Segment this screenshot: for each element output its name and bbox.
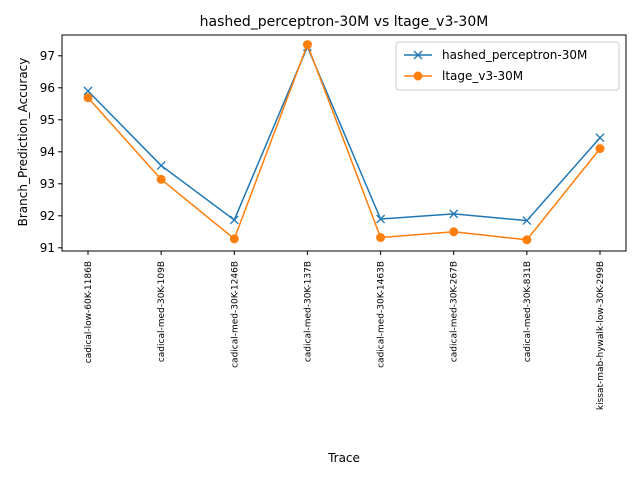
data-point bbox=[449, 227, 459, 237]
plot-area: 91 92 93 94 95 96 97 cadical-low-60K-1186B cadic… bbox=[40, 34, 627, 410]
x-axis-label: Trace bbox=[327, 451, 360, 465]
series-line bbox=[87, 42, 601, 241]
data-point bbox=[595, 144, 605, 154]
plot-frame bbox=[61, 34, 627, 252]
legend-entry: ltage_v3-30M bbox=[404, 69, 523, 83]
data-point bbox=[522, 235, 532, 245]
data-point bbox=[83, 93, 93, 103]
y-tick-label: 97 bbox=[40, 49, 55, 63]
data-point bbox=[83, 86, 93, 96]
x-tick-label: kissat-mab-hywalk-low-30K-299B bbox=[596, 261, 606, 410]
y-axis-label: Branch_Prediction_Accuracy bbox=[16, 58, 30, 227]
y-tick-label: 92 bbox=[40, 209, 55, 223]
x-tick-label: cadical-med-30K-831B bbox=[523, 261, 533, 362]
x-tick-label: cadical-med-30K-137B bbox=[303, 261, 313, 362]
data-point bbox=[229, 215, 239, 225]
y-tick-label: 94 bbox=[40, 145, 55, 159]
y-tick-label: 96 bbox=[40, 81, 55, 95]
series-line bbox=[87, 44, 601, 222]
legend-marker bbox=[413, 50, 423, 60]
y-tick-label: 91 bbox=[40, 241, 55, 255]
x-tick-label: cadical-med-30K-1246B bbox=[230, 261, 240, 368]
data-point bbox=[376, 214, 386, 224]
data-point bbox=[302, 40, 312, 50]
data-point bbox=[156, 161, 166, 171]
legend: hashed_perceptron-30M ltage_v3-30M bbox=[395, 41, 620, 91]
legend-entry: hashed_perceptron-30M bbox=[404, 48, 587, 62]
y-tick-label: 93 bbox=[40, 177, 55, 191]
legend-box bbox=[395, 41, 620, 91]
data-point bbox=[449, 209, 459, 219]
legend-label: ltage_v3-30M bbox=[442, 69, 523, 83]
data-point bbox=[229, 234, 239, 244]
x-tick-label: cadical-med-30K-1463B bbox=[377, 261, 387, 368]
data-point bbox=[376, 233, 386, 243]
legend-label: hashed_perceptron-30M bbox=[442, 48, 587, 62]
data-point bbox=[156, 174, 166, 184]
x-tick-label: cadical-med-30K-109B bbox=[157, 261, 167, 362]
data-point bbox=[595, 133, 605, 143]
x-tick-label: cadical-low-60K-1186B bbox=[84, 261, 94, 363]
y-tick-label: 95 bbox=[40, 113, 55, 127]
chart-title: hashed_perceptron-30M vs ltage_v3-30M bbox=[200, 14, 489, 30]
x-tick-label: cadical-med-30K-267B bbox=[450, 261, 460, 362]
legend-marker bbox=[413, 71, 423, 81]
data-point bbox=[522, 216, 532, 226]
